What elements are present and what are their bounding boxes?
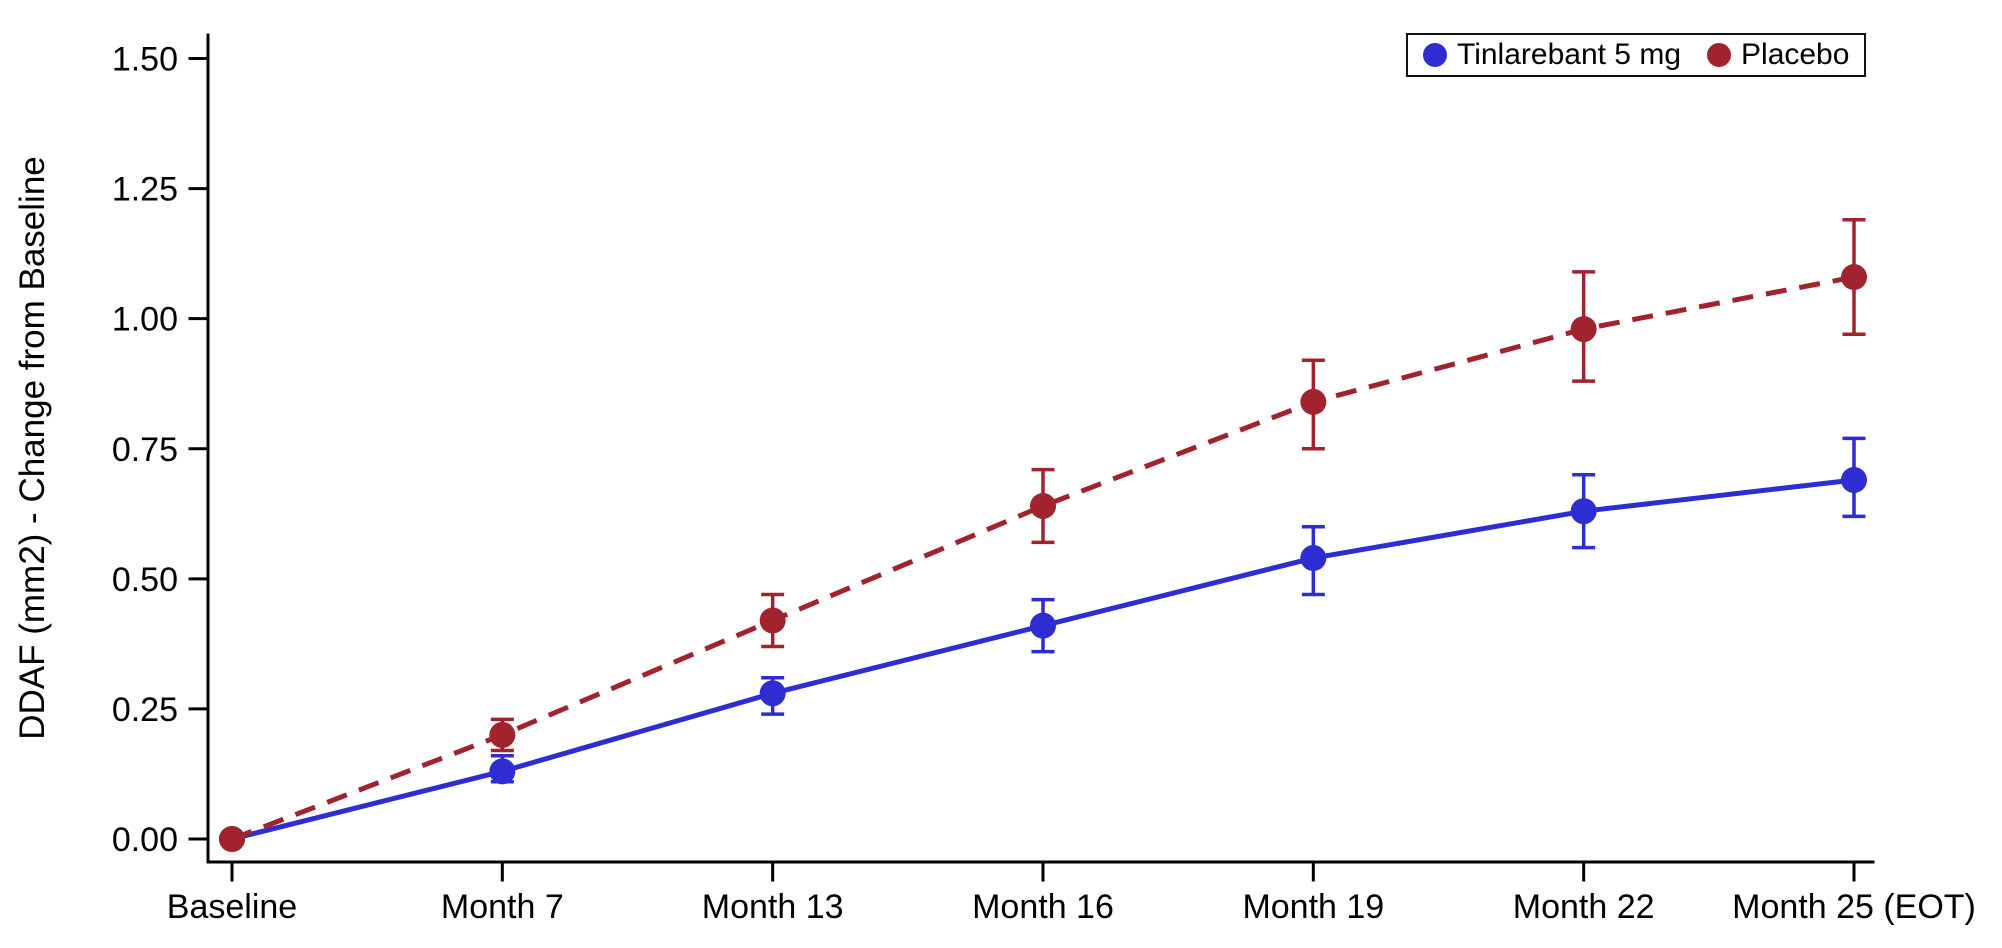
- series-placebo: [219, 218, 1867, 852]
- legend-item-tinlarebant-5mg: Tinlarebant 5 mg: [1423, 40, 1681, 70]
- data-point-marker: [489, 758, 516, 785]
- y-tick-label: 1.00: [112, 301, 178, 339]
- series-line: [231, 274, 1855, 842]
- data-point-marker: [759, 680, 786, 707]
- data-point-marker: [1300, 388, 1327, 415]
- y-tick-label: 0.25: [112, 691, 178, 729]
- x-tick-label: Month 22: [1513, 888, 1655, 926]
- legend: Tinlarebant 5 mg Placebo: [1406, 33, 1867, 77]
- legend-label-tinlarebant-5mg: Tinlarebant 5 mg: [1457, 38, 1682, 71]
- data-point-marker: [759, 607, 786, 634]
- axes: [188, 33, 1875, 882]
- x-tick-label: Month 16: [972, 888, 1114, 926]
- y-tick-label: 0.00: [112, 821, 178, 859]
- x-tick-label: Month 13: [702, 888, 844, 926]
- data-point-marker: [489, 721, 516, 748]
- x-tick-label: Month 19: [1242, 888, 1384, 926]
- series-tinlarebant-5-mg: [219, 436, 1867, 852]
- placebo-series-marker-icon: [1707, 43, 1732, 67]
- y-tick-label: 0.50: [112, 561, 178, 599]
- data-point-marker: [1570, 316, 1597, 343]
- data-point-marker: [1300, 545, 1327, 572]
- y-tick-label: 0.75: [112, 431, 178, 469]
- data-point-marker: [219, 826, 245, 852]
- data-point-marker: [1030, 492, 1056, 519]
- y-axis-title: DDAF (mm2) - Change from Baseline: [13, 156, 52, 740]
- x-tick-label: Month 7: [441, 888, 564, 926]
- legend-label-placebo: Placebo: [1741, 38, 1850, 71]
- x-tick-label: Month 25 (EOT): [1732, 888, 1976, 926]
- x-tick-label: Baseline: [167, 888, 297, 926]
- y-tick-label: 1.50: [112, 41, 178, 79]
- data-point-marker: [1570, 498, 1597, 525]
- tinlarebant-series-marker-icon: [1423, 43, 1447, 67]
- data-point-marker: [1841, 466, 1867, 493]
- axis-labels: 0.00 0.25 0.50 0.75 1.00 1.25 1.50 Baseline Mont…: [13, 41, 1976, 927]
- y-tick-label: 1.25: [112, 171, 178, 209]
- data-point-marker: [1841, 264, 1867, 291]
- legend-item-placebo: Placebo: [1707, 40, 1849, 70]
- data-point-marker: [1030, 612, 1056, 639]
